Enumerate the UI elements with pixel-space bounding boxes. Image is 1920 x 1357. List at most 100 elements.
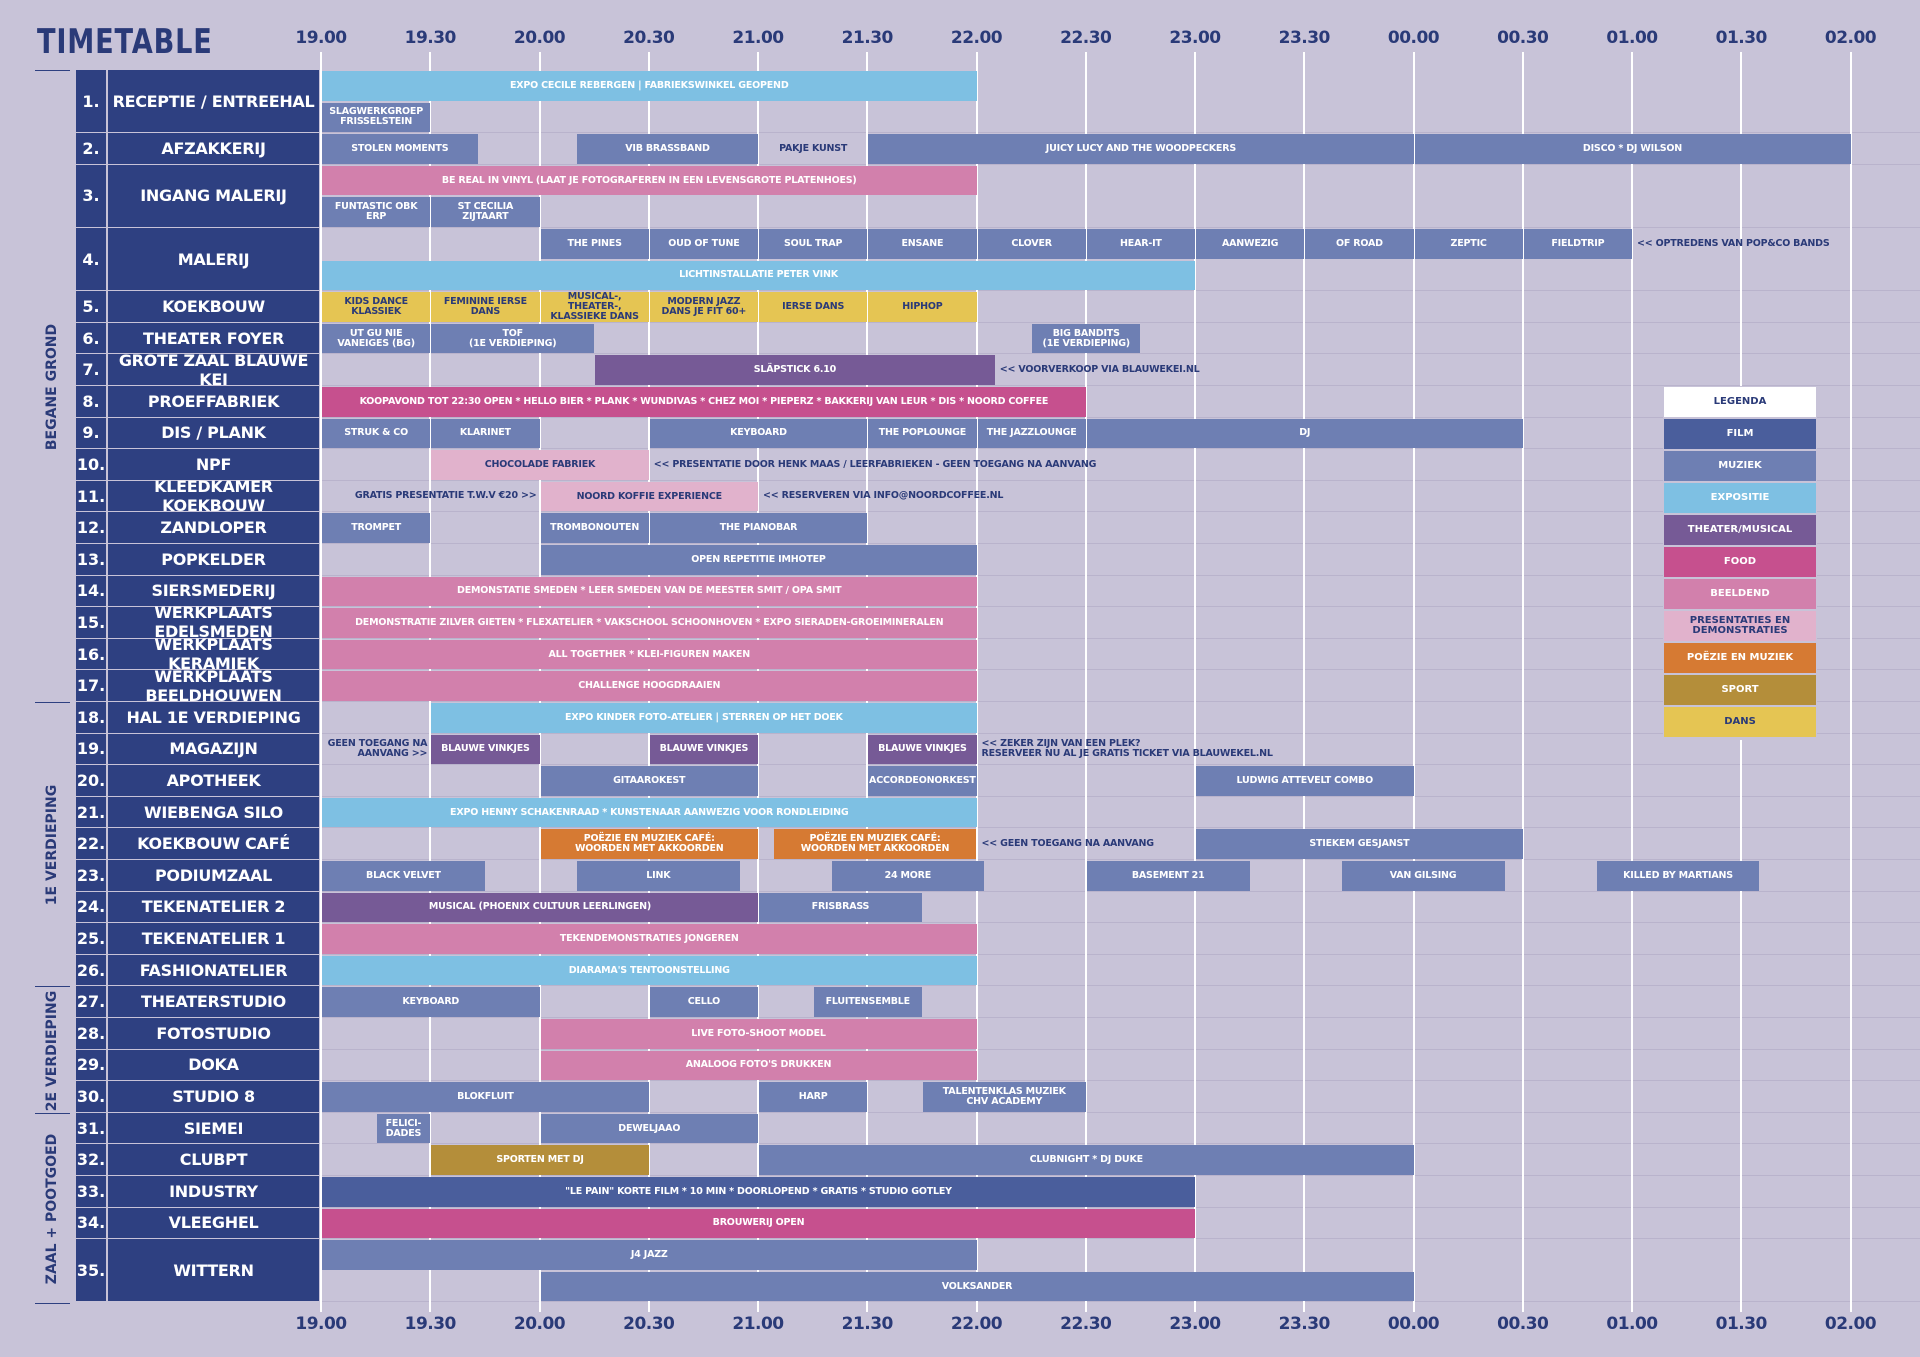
event-bar[interactable]: KOOPAVOND TOT 22:30 OPEN * HELLO BIER * …: [322, 387, 1086, 417]
event-bar[interactable]: ENSANE: [868, 229, 977, 259]
event-bar[interactable]: BLOKFLUIT: [322, 1082, 649, 1112]
event-bar[interactable]: MODERN JAZZ DANS JE FIT 60+: [649, 292, 758, 322]
event-bar[interactable]: MUSICAL-, THEATER-, KLASSIEKE DANS: [540, 292, 649, 322]
venue-name: VLEEGHEL: [108, 1207, 319, 1240]
event-bar[interactable]: KIDS DANCE KLASSIEK: [322, 292, 431, 322]
time-gridline: [1521, 52, 1524, 1313]
event-bar[interactable]: STOLEN MOMENTS: [322, 134, 478, 164]
event-bar[interactable]: FRISBRASS: [759, 892, 922, 923]
event-bar[interactable]: NOORD KOFFIE EXPERIENCE: [540, 481, 758, 512]
event-bar[interactable]: EXPO KINDER FOTO-ATELIER | STERREN OP HE…: [431, 703, 977, 733]
event-bar[interactable]: BLAUWE VINKJES: [649, 734, 758, 765]
event-bar[interactable]: KEYBOARD: [649, 418, 868, 449]
event-bar[interactable]: THE JAZZLOUNGE: [977, 418, 1086, 449]
event-bar[interactable]: ACCORDEONORKEST: [868, 766, 977, 796]
event-bar[interactable]: DISCO * DJ WILSON: [1414, 134, 1851, 164]
event-bar[interactable]: GITAAROKEST: [540, 766, 758, 796]
event-bar[interactable]: OPEN REPETITIE IMHOTEP: [540, 545, 977, 575]
event-bar[interactable]: ALL TOGETHER * KLEI-FIGUREN MAKEN: [322, 639, 977, 670]
row-number: 26.: [76, 954, 106, 987]
event-bar[interactable]: STIEKEM GESJANST: [1196, 829, 1523, 859]
event-bar[interactable]: KLARINET: [431, 418, 540, 449]
event-bar[interactable]: PAKJE KUNST: [779, 143, 848, 154]
row-divider: [320, 890, 1920, 892]
event-bar[interactable]: LICHTINSTALLATIE PETER VINK: [322, 260, 1195, 291]
event-bar[interactable]: TROMBONOUTEN: [540, 513, 649, 543]
event-bar[interactable]: FEMININE IERSE DANS: [431, 292, 540, 322]
event-bar[interactable]: CHOCOLADE FABRIEK: [431, 450, 649, 480]
event-bar[interactable]: UT GU NIE VANEIGES (BG): [322, 323, 431, 354]
legend-item-label: FILM: [1726, 427, 1754, 439]
event-bar[interactable]: FELICI- DADES: [376, 1113, 431, 1144]
event-bar[interactable]: SOUL TRAP: [759, 229, 868, 259]
event-bar[interactable]: LUDWIG ATTEVELT COMBO: [1196, 766, 1414, 796]
event-bar[interactable]: FIELDTRIP: [1523, 229, 1632, 259]
event-bar[interactable]: CLOVER: [977, 229, 1086, 259]
row-divider: [320, 859, 1920, 860]
venue-name: WERKPLAATS BEELDHOUWEN: [108, 667, 319, 705]
event-bar[interactable]: SPORTEN MET DJ: [431, 1145, 649, 1175]
event-bar[interactable]: HEAR-IT: [1086, 229, 1195, 259]
time-label-top: 22.00: [950, 28, 1003, 48]
event-bar[interactable]: TROMPET: [322, 513, 431, 543]
row-divider: [320, 1238, 1920, 1240]
event-bar[interactable]: CLUBNIGHT * DJ DUKE: [759, 1145, 1414, 1175]
event-bar[interactable]: MUSICAL (PHOENIX CULTUUR LEERLINGEN): [322, 892, 758, 923]
event-bar[interactable]: JUICY LUCY AND THE WOODPECKERS: [868, 134, 1414, 164]
event-bar[interactable]: LINK: [576, 861, 740, 891]
time-label-bottom: 21.30: [841, 1314, 894, 1335]
event-bar[interactable]: VIB BRASSBAND: [576, 134, 758, 164]
event-bar[interactable]: ZEPTIC: [1414, 229, 1523, 259]
event-bar[interactable]: KEYBOARD: [322, 987, 540, 1017]
event-bar[interactable]: POËZIE EN MUZIEK CAFÉ: WOORDEN MET AKKOO…: [773, 829, 977, 859]
event-bar[interactable]: BIG BANDITS (1E VERDIEPING): [1032, 323, 1141, 354]
event-bar[interactable]: DEMONSTATIE SMEDEN * LEER SMEDEN VAN DE …: [322, 576, 977, 607]
event-bar[interactable]: BLAUWE VINKJES: [868, 734, 977, 765]
event-bar[interactable]: THE PIANOBAR: [649, 513, 868, 543]
event-bar[interactable]: AANWEZIG: [1196, 229, 1305, 259]
event-bar[interactable]: DEWELJAAO: [540, 1113, 758, 1144]
event-bar[interactable]: HIPHOP: [868, 292, 977, 322]
event-bar[interactable]: TOF (1E VERDIEPING): [431, 323, 595, 354]
event-bar[interactable]: CELLO: [649, 987, 758, 1017]
event-bar[interactable]: DJ: [1086, 418, 1523, 449]
event-bar[interactable]: BE REAL IN VINYL (LAAT JE FOTOGRAFEREN I…: [322, 165, 977, 196]
event-bar[interactable]: BLACK VELVET: [322, 861, 485, 891]
event-bar[interactable]: DEMONSTRATIE ZILVER GIETEN * FLEXATELIER…: [322, 608, 977, 638]
event-bar[interactable]: SLAGWERKGROEP FRISSELSTEIN: [322, 102, 431, 133]
event-bar[interactable]: OUD OF TUNE: [649, 229, 758, 259]
section-label-wrap: 2E VERDIEPING: [35, 987, 70, 1113]
event-bar[interactable]: J4 JAZZ: [322, 1240, 977, 1270]
event-bar[interactable]: BROUWERIJ OPEN: [322, 1208, 1195, 1239]
event-bar[interactable]: LIVE FOTO-SHOOT MODEL: [540, 1019, 977, 1049]
event-bar[interactable]: TEKENDEMONSTRATIES JONGEREN: [322, 924, 977, 954]
event-bar[interactable]: SLÄPSTICK 6.10: [595, 355, 995, 385]
event-bar[interactable]: THE POPLOUNGE: [868, 418, 977, 449]
event-bar[interactable]: DIARAMA'S TENTOONSTELLING: [322, 955, 977, 986]
event-bar[interactable]: CHALLENGE HOOGDRAAIEN: [322, 671, 977, 701]
event-bar[interactable]: EXPO CECILE REBERGEN | FABRIEKSWINKEL GE…: [322, 71, 977, 101]
event-bar[interactable]: KILLED BY MARTIANS: [1596, 861, 1760, 891]
event-bar[interactable]: ST CECILIA ZIJTAART: [431, 197, 540, 227]
event-bar[interactable]: IERSE DANS: [759, 292, 868, 322]
event-bar[interactable]: VAN GILSING: [1341, 861, 1505, 891]
event-bar[interactable]: OF ROAD: [1305, 229, 1414, 259]
event-bar[interactable]: 24 MORE: [831, 861, 984, 891]
event-bar[interactable]: STRUK & CO: [322, 418, 431, 449]
event-bar[interactable]: ANALOOG FOTO'S DRUKKEN: [540, 1050, 977, 1081]
event-bar[interactable]: TALENTENKLAS MUZIEK CHV ACADEMY: [922, 1082, 1086, 1112]
event-bar[interactable]: POËZIE EN MUZIEK CAFÉ: WOORDEN MET AKKOO…: [540, 829, 758, 859]
row-divider: [320, 985, 1920, 987]
event-bar[interactable]: BLAUWE VINKJES: [431, 734, 540, 765]
section-label: ZAAL + POOTGOED: [35, 1112, 70, 1305]
event-bar[interactable]: "LE PAIN" KORTE FILM * 10 MIN * DOORLOPE…: [322, 1177, 1195, 1207]
time-gridline: [1194, 52, 1196, 1313]
row-number: 16.: [76, 638, 106, 671]
event-bar[interactable]: HARP: [759, 1082, 868, 1112]
event-bar[interactable]: EXPO HENNY SCHAKENRAAD * KUNSTENAAR AANW…: [322, 797, 977, 828]
event-bar[interactable]: THE PINES: [540, 229, 649, 259]
event-bar[interactable]: FLUITENSEMBLE: [813, 987, 922, 1017]
event-bar[interactable]: VOLKSANDER: [540, 1271, 1414, 1302]
event-bar[interactable]: FUNTASTIC OBK ERP: [322, 197, 431, 227]
event-bar[interactable]: BASEMENT 21: [1086, 861, 1250, 891]
